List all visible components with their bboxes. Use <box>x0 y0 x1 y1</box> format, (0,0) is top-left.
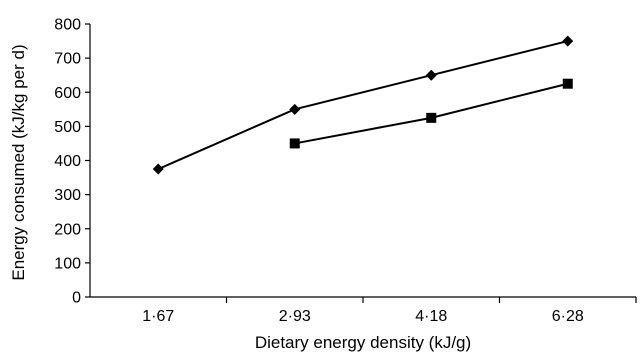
y-axis-title: Energy consumed (kJ/kg per d) <box>9 44 28 280</box>
y-tick-label: 100 <box>54 255 81 272</box>
x-tick-label: 4·18 <box>415 308 447 325</box>
y-tick-label: 600 <box>54 85 81 102</box>
y-tick-label: 200 <box>54 221 81 238</box>
x-axis-ticks: 1·67 2·93 4·18 6·28 <box>142 297 637 325</box>
y-axis-ticks: 0 100 200 300 400 500 600 700 800 <box>54 17 90 307</box>
series-1-point <box>152 163 164 175</box>
x-tick-label: 2·93 <box>279 308 311 325</box>
series-1-point <box>425 69 437 81</box>
series-1-point <box>562 35 574 47</box>
x-axis-title: Dietary energy density (kJ/g) <box>255 333 471 352</box>
series-2-point <box>426 112 437 123</box>
series-1-line <box>157 40 568 170</box>
series-1-point <box>289 103 301 115</box>
y-tick-label: 300 <box>54 187 81 204</box>
series <box>152 35 574 175</box>
y-tick-label: 500 <box>54 119 81 136</box>
y-tick-label: 0 <box>72 290 81 307</box>
series-2-point <box>289 138 300 149</box>
x-tick-label: 1·67 <box>142 308 174 325</box>
y-tick-label: 400 <box>54 153 81 170</box>
y-tick-label: 800 <box>54 17 81 34</box>
y-tick-label: 700 <box>54 51 81 68</box>
x-tick-label: 6·28 <box>552 308 584 325</box>
axes <box>89 24 636 298</box>
series-2-point <box>562 78 573 89</box>
